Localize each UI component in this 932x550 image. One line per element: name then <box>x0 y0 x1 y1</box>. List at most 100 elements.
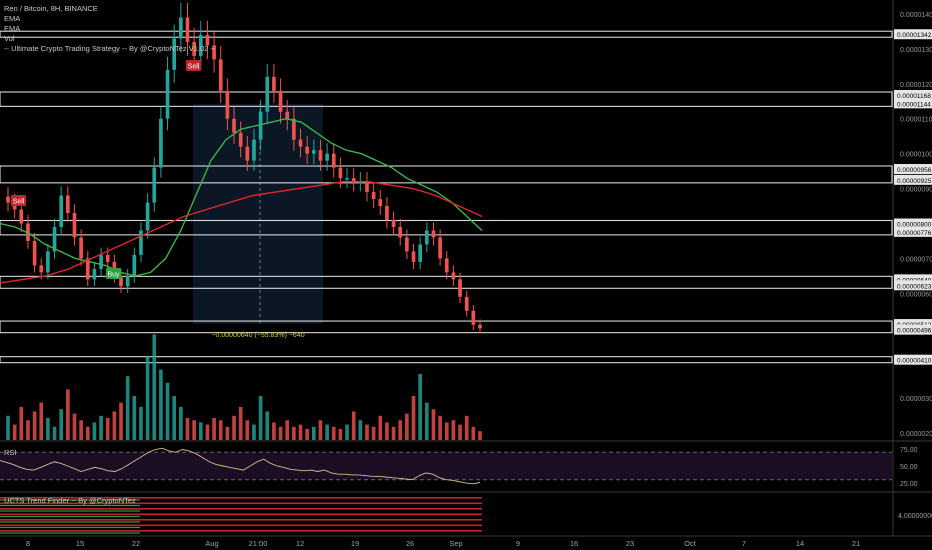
legend-ema-slow[interactable]: EMA <box>4 24 21 33</box>
candle-body <box>218 59 223 91</box>
volume-bar <box>112 411 117 440</box>
volume-bar <box>192 420 196 440</box>
time-tick-label: 9 <box>516 539 520 548</box>
candle-body <box>212 45 216 60</box>
candle-body <box>46 251 50 273</box>
volume-bar <box>12 424 17 440</box>
candle-body <box>318 150 323 161</box>
legend-strategy[interactable]: -- Ultimate Crypto Trading Strategy -- B… <box>4 44 216 53</box>
trend-stripe <box>0 497 482 499</box>
trend-stripe <box>0 508 482 510</box>
time-tick-label: 7 <box>742 539 746 548</box>
volume-bar <box>325 424 329 440</box>
price-label-box <box>894 319 932 330</box>
price-label: 0.00000776 <box>897 230 932 237</box>
volume-bar <box>232 415 236 440</box>
volume-bar <box>365 424 369 440</box>
candle-body <box>358 181 363 184</box>
sr-band <box>0 30 893 38</box>
time-tick-label: Aug <box>205 539 218 548</box>
candle-body <box>345 178 349 180</box>
candle-body <box>292 118 296 140</box>
candle-body <box>139 230 143 255</box>
legend-volume[interactable]: Vol <box>4 34 15 43</box>
candle-body <box>132 254 137 276</box>
volume-bar <box>72 413 77 440</box>
volume-bar <box>345 424 349 440</box>
signal-buy-label: Buy <box>107 272 120 279</box>
candle-body <box>338 167 343 179</box>
candle-body <box>478 324 482 329</box>
candle-body <box>351 178 356 182</box>
candle-body <box>438 237 442 259</box>
volume-bar <box>185 418 190 440</box>
candle-body <box>405 237 409 252</box>
candle-body <box>179 17 183 39</box>
candle-body <box>232 118 236 133</box>
volume-bar <box>165 382 170 440</box>
time-tick-label: 16 <box>570 539 578 548</box>
candle-body <box>32 240 37 266</box>
volume-bar <box>331 426 336 440</box>
volume-bar <box>32 411 37 440</box>
volume-bar <box>371 426 376 440</box>
candle-body <box>258 111 263 140</box>
volume-bar <box>471 426 476 440</box>
candle-body <box>39 265 44 273</box>
sr-band <box>0 219 893 236</box>
price-label-box <box>894 226 932 237</box>
volume-bar <box>272 422 276 440</box>
candle-body <box>305 146 309 154</box>
volume-bar <box>46 418 50 440</box>
trend-stripe <box>0 515 140 518</box>
signal-sell-label: Sell <box>188 64 200 71</box>
time-tick-label: 21:00 <box>249 539 268 548</box>
trend-stripe <box>0 504 140 507</box>
volume-bar <box>119 402 123 440</box>
volume-bar <box>458 424 462 440</box>
candle-body <box>411 251 416 262</box>
candle-body <box>72 213 77 238</box>
trend-stripe <box>0 519 482 521</box>
time-tick-label: 23 <box>626 539 634 548</box>
volume-bar <box>351 411 356 440</box>
candle-body <box>125 275 130 287</box>
volume-bar <box>172 396 177 440</box>
price-label-box <box>894 98 932 109</box>
volume-bar <box>59 409 64 440</box>
legend-ema-fast[interactable]: EMA <box>4 14 21 23</box>
signal-buy-marker <box>106 268 121 279</box>
signal-sell-marker <box>186 60 201 71</box>
trend-stripe <box>0 530 482 532</box>
volume-bar <box>152 334 157 440</box>
sr-band <box>0 91 893 107</box>
volume-bar <box>411 396 416 440</box>
price-label: 0.00000410 <box>897 358 932 365</box>
volume-bar <box>225 426 230 440</box>
volume-bar <box>132 396 137 440</box>
volume-bar <box>285 420 290 440</box>
trend-pane-title: UCTS Trend Finder -- By @CryptoNTez <box>4 496 136 505</box>
candle-body <box>198 34 203 56</box>
volume-bar <box>105 418 110 440</box>
candle-body <box>152 167 157 203</box>
candle-body <box>391 220 396 227</box>
candle-body <box>238 132 243 147</box>
candle-body <box>298 139 303 147</box>
volume-bar <box>238 407 243 440</box>
candle-body <box>85 258 90 280</box>
candle-body <box>185 17 190 42</box>
volume-bar <box>245 420 250 440</box>
time-tick-label: 15 <box>76 539 84 548</box>
candle-body <box>451 272 456 280</box>
trend-stripe <box>0 513 482 516</box>
candle-body <box>172 38 177 70</box>
candle-body <box>272 76 276 91</box>
measure-box <box>193 104 323 324</box>
volume-bar <box>125 376 130 440</box>
